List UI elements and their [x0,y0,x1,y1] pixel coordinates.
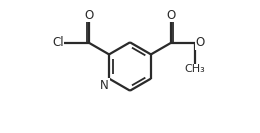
Text: O: O [166,9,176,22]
Text: O: O [195,36,204,49]
Text: N: N [100,79,109,92]
Text: Cl: Cl [52,36,64,49]
Text: O: O [84,9,94,22]
Text: CH₃: CH₃ [185,64,205,74]
